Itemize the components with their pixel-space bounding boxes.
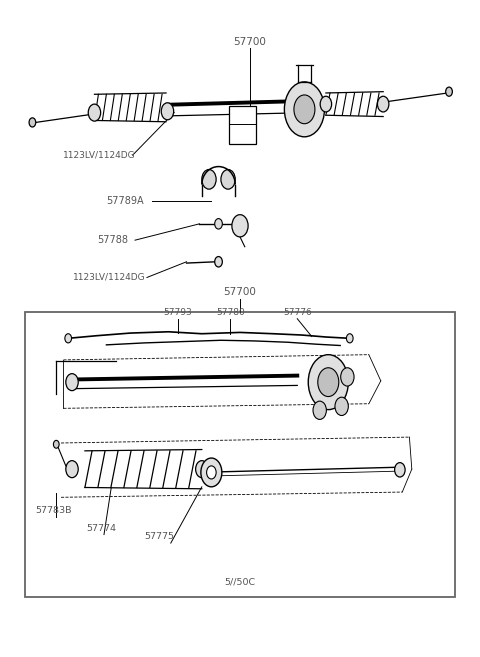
Circle shape xyxy=(446,87,452,97)
Bar xyxy=(25,312,455,597)
Circle shape xyxy=(29,118,36,127)
Circle shape xyxy=(313,401,326,419)
Circle shape xyxy=(294,95,315,124)
Text: 57700: 57700 xyxy=(233,37,266,47)
Circle shape xyxy=(377,97,389,112)
Circle shape xyxy=(201,458,222,487)
Circle shape xyxy=(88,104,101,121)
Circle shape xyxy=(196,461,208,478)
Text: 57700: 57700 xyxy=(224,287,256,297)
Text: 57789A: 57789A xyxy=(107,196,144,206)
Text: 57783B: 57783B xyxy=(36,506,72,515)
Text: 5//50C: 5//50C xyxy=(225,578,255,587)
Text: 1123LV/1124DG: 1123LV/1124DG xyxy=(73,273,145,282)
Circle shape xyxy=(221,170,235,189)
Circle shape xyxy=(53,440,59,448)
Text: 57793: 57793 xyxy=(164,307,192,317)
Text: 57775: 57775 xyxy=(144,532,174,541)
Circle shape xyxy=(66,374,78,391)
Text: 57780: 57780 xyxy=(216,307,245,317)
Text: 57774: 57774 xyxy=(86,524,117,533)
Circle shape xyxy=(284,82,324,137)
Circle shape xyxy=(320,97,332,112)
Circle shape xyxy=(65,334,72,343)
Circle shape xyxy=(215,219,222,229)
Circle shape xyxy=(161,102,174,120)
Text: 57776: 57776 xyxy=(283,307,312,317)
Circle shape xyxy=(215,256,222,267)
Text: 1123LV/1124DG: 1123LV/1124DG xyxy=(63,150,136,160)
Circle shape xyxy=(232,215,248,237)
Circle shape xyxy=(318,368,339,397)
Bar xyxy=(229,106,256,144)
Circle shape xyxy=(395,463,405,477)
Circle shape xyxy=(341,368,354,386)
Circle shape xyxy=(335,397,348,415)
Circle shape xyxy=(308,355,348,409)
Circle shape xyxy=(347,334,353,343)
Circle shape xyxy=(66,461,78,478)
Text: 57788: 57788 xyxy=(97,235,128,245)
Circle shape xyxy=(206,466,216,479)
Circle shape xyxy=(202,170,216,189)
